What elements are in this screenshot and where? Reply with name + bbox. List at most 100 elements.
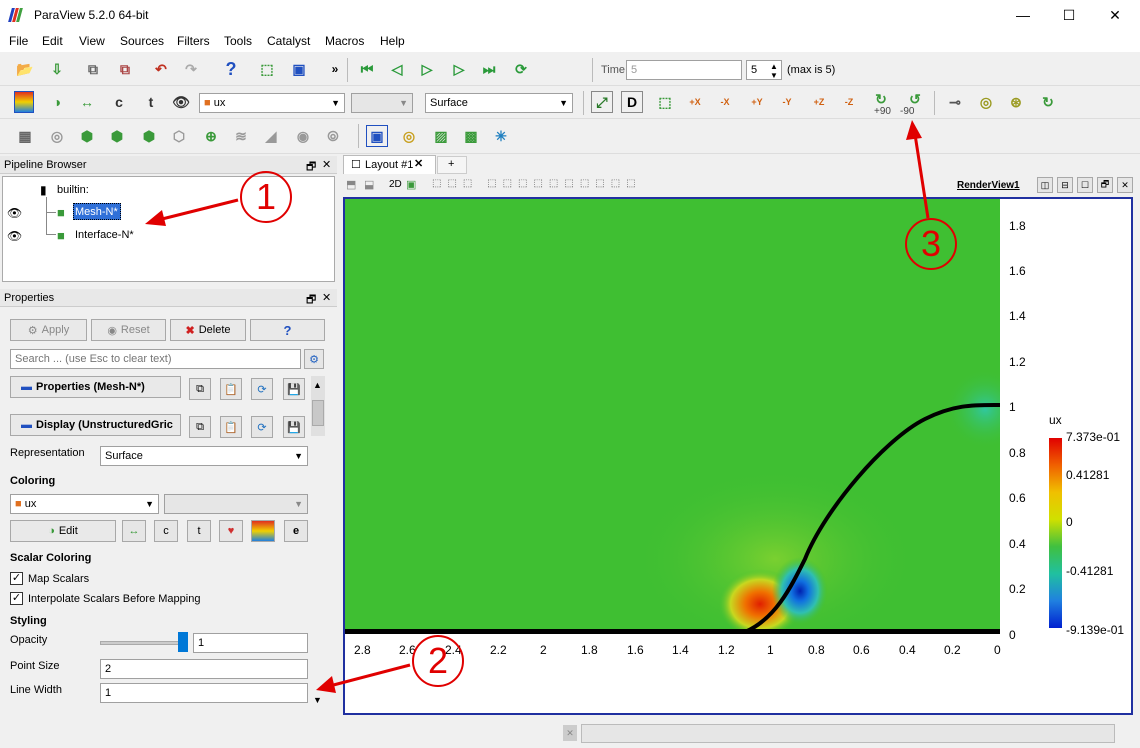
menu-view[interactable]: View xyxy=(79,34,105,48)
pipeline-item-mesh[interactable]: Mesh-N* xyxy=(75,206,118,218)
selection-tools-icon[interactable]: ⬚⬚⬚ ⬚⬚⬚⬚⬚⬚⬚⬚⬚⬚ xyxy=(432,178,642,189)
spinbox-arrows-icon[interactable]: ▲ ▼ xyxy=(770,62,778,80)
representation-combo[interactable]: Surface ▼ xyxy=(425,93,573,113)
open-file-icon[interactable]: 📂 xyxy=(16,60,34,77)
float-view-icon[interactable]: 🗗 xyxy=(1097,177,1113,193)
connect-icon[interactable]: ⧉ xyxy=(88,60,98,77)
maximize-button[interactable]: ☐ xyxy=(1062,6,1076,23)
glyph-icon[interactable]: ⊕ xyxy=(205,127,217,144)
pipeline-root[interactable]: builtin: xyxy=(57,184,89,196)
plot-over-line-icon[interactable]: ◎ xyxy=(402,127,416,144)
copy-icon[interactable]: ⧉ xyxy=(189,416,211,438)
visibility-eye-icon[interactable]: 👁 xyxy=(7,206,23,220)
timestep-spinbox[interactable]: 5 xyxy=(746,60,782,80)
flow-field-plot[interactable] xyxy=(345,199,1000,634)
play-icon[interactable]: ▷ xyxy=(421,60,433,77)
pick-center-icon[interactable]: ↻ xyxy=(1042,93,1054,110)
disconnect-icon[interactable]: ⧉ xyxy=(120,60,130,77)
representation-select[interactable]: Surface ▼ xyxy=(100,446,308,466)
reset-camera-icon[interactable]: ⤢ xyxy=(591,91,613,113)
threshold-icon[interactable]: ⬢ xyxy=(142,127,156,144)
panel-close-icon[interactable]: ✕ xyxy=(322,159,332,171)
reset-button[interactable]: ◉ Reset xyxy=(91,319,166,341)
time-value-input[interactable]: 5 xyxy=(626,60,742,80)
layout-tab-close-icon[interactable]: ✕ xyxy=(414,158,424,170)
redo-icon[interactable]: ↷ xyxy=(185,60,197,77)
layout-tab-label[interactable]: Layout #1 xyxy=(365,159,414,171)
reset-center-icon[interactable]: ⊛ xyxy=(1010,93,1022,110)
properties-help-button[interactable]: ? xyxy=(250,319,325,341)
clip-icon[interactable]: ⬢ xyxy=(80,127,94,144)
view-minus-y-icon[interactable]: -Y xyxy=(782,97,792,107)
display-section-toggle[interactable]: ▬ Display (UnstructuredGric xyxy=(10,414,181,436)
particle-tracer-icon[interactable]: ✳ xyxy=(495,127,507,144)
zoom-to-box-icon[interactable]: ⬚ xyxy=(658,93,672,110)
pipeline-item-interface[interactable]: Interface-N* xyxy=(75,229,134,241)
view-plus-y-icon[interactable]: +Y xyxy=(751,97,763,107)
restore-defaults-icon[interactable]: ⟳ xyxy=(251,378,273,400)
warp-vector-icon[interactable]: ◢ xyxy=(265,127,277,144)
menu-catalyst[interactable]: Catalyst xyxy=(267,34,311,48)
color-array-combo[interactable]: ■ ux ▼ xyxy=(199,93,345,113)
plot-selection-icon[interactable]: ▩ xyxy=(464,127,478,144)
center-axes-icon[interactable]: ◎ xyxy=(979,93,993,110)
properties-search-input[interactable] xyxy=(10,349,301,369)
split-vertical-icon[interactable]: ⊟ xyxy=(1057,177,1073,193)
first-frame-icon[interactable]: ⏮ xyxy=(360,60,374,77)
paste-icon[interactable]: 📋 xyxy=(220,378,242,400)
menu-macros[interactable]: Macros xyxy=(325,34,365,48)
rescale-visible-icon[interactable]: 👁 xyxy=(172,93,190,110)
coloring-component-select[interactable]: ▼ xyxy=(164,494,308,514)
properties-section-toggle[interactable]: ▬ Properties (Mesh-N*) xyxy=(10,376,181,398)
view-minus-x-icon[interactable]: -X xyxy=(720,97,730,107)
next-frame-icon[interactable]: ▷ xyxy=(453,60,465,77)
close-view-icon[interactable]: ✕ xyxy=(1117,177,1133,193)
menu-help[interactable]: Help xyxy=(380,34,405,48)
component-combo[interactable]: ▼ xyxy=(351,93,413,113)
menu-edit[interactable]: Edit xyxy=(42,34,63,48)
line-width-input[interactable]: 1 xyxy=(100,683,308,703)
rescale-range-icon[interactable]: ↔ xyxy=(122,520,146,542)
color-legend-icon[interactable] xyxy=(14,91,34,113)
view-minus-z-icon[interactable]: -Z xyxy=(844,97,854,107)
view-plus-z-icon[interactable]: +Z xyxy=(813,97,825,107)
last-frame-icon[interactable]: ⏭ xyxy=(482,60,496,77)
panel-float-icon[interactable]: 🗗 xyxy=(306,161,317,173)
edit-legend-icon[interactable]: e xyxy=(284,520,308,542)
layout-tab[interactable] xyxy=(343,155,436,174)
favorite-colormap-icon[interactable]: ♥ xyxy=(219,520,243,542)
new-layout-tab-button[interactable] xyxy=(437,156,467,174)
help-icon[interactable]: ? xyxy=(225,58,237,79)
save-defaults-icon[interactable]: 💾 xyxy=(283,378,305,400)
apply-button[interactable]: ⚙ Apply xyxy=(10,319,87,341)
edit-colormap-icon[interactable]: ◑ xyxy=(52,94,62,110)
camera-toggle-icon[interactable]: ▣ xyxy=(406,179,417,191)
scroll-up-icon[interactable]: ▲ xyxy=(313,380,322,390)
delete-button[interactable]: ✖ Delete xyxy=(170,319,246,341)
rescale-temporal-icon[interactable]: t xyxy=(187,520,211,542)
scroll-down-icon[interactable]: ▼ xyxy=(313,695,322,705)
visibility-eye-icon[interactable]: 👁 xyxy=(7,229,23,243)
split-horizontal-icon[interactable]: ◫ xyxy=(1037,177,1053,193)
camera-undo-icon[interactable]: ⬓ xyxy=(364,179,375,191)
opacity-slider-handle[interactable] xyxy=(178,632,188,652)
histogram-icon[interactable]: ▨ xyxy=(434,127,448,144)
view-2d-toggle[interactable]: 2D xyxy=(389,179,402,190)
extract-subset-icon[interactable]: ⬡ xyxy=(172,127,186,144)
advanced-settings-gear-icon[interactable]: ⚙ xyxy=(304,349,324,369)
panel-close-icon[interactable]: ✕ xyxy=(322,292,332,304)
rescale-custom-icon[interactable]: c xyxy=(154,520,178,542)
previous-frame-icon[interactable]: ◁ xyxy=(391,60,403,77)
rotate-minus-90-icon[interactable]: ↺ xyxy=(909,90,921,107)
restore-defaults-icon[interactable]: ⟳ xyxy=(251,416,273,438)
calculator-icon[interactable]: ▦ xyxy=(18,127,32,144)
maximize-view-icon[interactable]: ☐ xyxy=(1077,177,1093,193)
rescale-temporal-icon[interactable]: t xyxy=(148,94,154,110)
render-view-title[interactable]: RenderView1 xyxy=(957,180,1020,191)
query-selection-icon[interactable]: ▣ xyxy=(366,125,388,147)
save-data-icon[interactable]: ⇩ xyxy=(51,60,63,77)
interpolate-scalars-checkbox[interactable]: ✓ xyxy=(10,592,23,605)
slice-icon[interactable]: ⬢ xyxy=(110,127,124,144)
menu-file[interactable]: File xyxy=(9,34,29,48)
view-plus-x-icon[interactable]: +X xyxy=(689,97,701,107)
